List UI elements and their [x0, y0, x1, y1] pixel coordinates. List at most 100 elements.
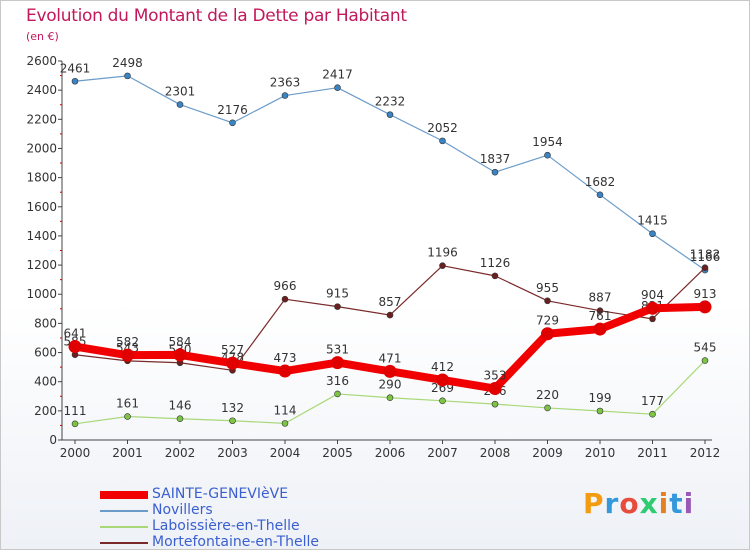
data-point-sainte-genevi-ve: [383, 364, 397, 378]
data-point-sainte-genevi-ve: [541, 327, 554, 341]
data-point-novillers: [649, 230, 656, 238]
x-tick-label: 2004: [270, 446, 301, 460]
data-point-laboissi-re-en-thelle: [281, 420, 289, 427]
data-point-laboissi-re-en-thelle: [229, 417, 236, 425]
data-point-mortefontaine-en-thelle: [649, 315, 656, 323]
legend-label: SAINTE-GENEVIèVE: [152, 486, 289, 502]
data-label-novillers: 2417: [322, 68, 353, 82]
data-point-novillers: [281, 92, 289, 99]
data-point-mortefontaine-en-thelle: [701, 264, 709, 272]
x-tick-label: 2010: [585, 446, 616, 460]
data-label-novillers: 2176: [217, 103, 248, 117]
x-tick-label: 2006: [375, 446, 406, 460]
data-label-novillers: 2301: [165, 85, 196, 99]
data-point-novillers: [596, 191, 604, 199]
data-label-sainte-genevi-ve: 412: [431, 360, 454, 374]
data-point-sainte-genevi-ve: [593, 322, 607, 336]
y-tick-label: 600: [34, 346, 57, 360]
x-tick-label: 2012: [690, 446, 721, 460]
data-point-mortefontaine-en-thelle: [439, 262, 446, 269]
data-point-sainte-genevi-ve: [698, 300, 712, 314]
data-point-sainte-genevi-ve: [488, 382, 502, 396]
y-tick-label: 2000: [26, 141, 57, 155]
data-point-novillers: [544, 151, 551, 159]
data-label-sainte-genevi-ve: 729: [536, 314, 559, 328]
data-label-novillers: 2232: [375, 95, 406, 109]
data-label-sainte-genevi-ve: 904: [641, 288, 664, 302]
data-label-sainte-genevi-ve: 641: [64, 327, 87, 341]
data-label-novillers: 1837: [480, 152, 511, 166]
data-label-laboissi-re-en-thelle: 316: [326, 374, 349, 388]
x-tick-label: 2002: [165, 446, 196, 460]
y-tick-label: 1200: [26, 258, 57, 272]
data-label-novillers: 1415: [637, 214, 668, 228]
y-tick-label: 1800: [26, 171, 57, 185]
logo-letter: o: [619, 487, 640, 520]
data-point-laboissi-re-en-thelle: [386, 394, 394, 402]
data-label-laboissi-re-en-thelle: 199: [589, 391, 612, 405]
y-tick-label: 200: [34, 404, 57, 418]
x-tick-label: 2003: [217, 446, 248, 460]
data-point-laboissi-re-en-thelle: [596, 407, 604, 415]
x-tick-label: 2005: [322, 446, 353, 460]
y-tick-label: 0: [49, 433, 57, 447]
chart-title: Evolution du Montant de la Dette par Hab…: [26, 6, 407, 26]
data-label-laboissi-re-en-thelle: 146: [169, 399, 192, 413]
data-point-novillers: [71, 77, 79, 85]
legend-label: Novillers: [152, 502, 213, 518]
data-label-laboissi-re-en-thelle: 220: [536, 388, 559, 402]
data-label-sainte-genevi-ve: 913: [694, 287, 717, 301]
data-label-novillers: 2052: [427, 121, 458, 135]
data-label-mortefontaine-en-thelle: 955: [536, 281, 559, 295]
x-tick-label: 2000: [60, 446, 91, 460]
logo-letter: x: [639, 487, 659, 520]
y-tick-label: 400: [34, 375, 57, 389]
data-point-mortefontaine-en-thelle: [386, 311, 394, 319]
data-label-mortefontaine-en-thelle: 1126: [480, 256, 511, 270]
data-point-laboissi-re-en-thelle: [701, 357, 709, 364]
data-point-sainte-genevi-ve: [436, 373, 449, 387]
data-label-mortefontaine-en-thelle: 1196: [427, 246, 458, 260]
legend-label: Laboissière-en-Thelle: [152, 518, 300, 534]
data-point-laboissi-re-en-thelle: [334, 390, 341, 398]
data-point-laboissi-re-en-thelle: [71, 420, 79, 428]
data-point-laboissi-re-en-thelle: [176, 415, 184, 423]
y-tick-label: 1600: [26, 200, 57, 214]
data-label-sainte-genevi-ve: 582: [116, 335, 139, 349]
data-label-laboissi-re-en-thelle: 111: [64, 404, 87, 418]
data-label-sainte-genevi-ve: 584: [169, 335, 192, 349]
data-label-sainte-genevi-ve: 527: [221, 343, 244, 357]
logo-letter: t: [669, 487, 684, 520]
data-point-novillers: [176, 101, 184, 108]
data-point-laboissi-re-en-thelle: [544, 404, 551, 412]
data-label-laboissi-re-en-thelle: 290: [379, 378, 402, 392]
data-label-laboissi-re-en-thelle: 177: [641, 394, 664, 408]
x-tick-label: 2001: [112, 446, 143, 460]
data-label-sainte-genevi-ve: 761: [589, 309, 612, 323]
data-point-sainte-genevi-ve: [68, 340, 82, 354]
data-label-novillers: 1166: [690, 250, 721, 264]
data-label-novillers: 2461: [60, 61, 91, 75]
data-point-sainte-genevi-ve: [121, 348, 134, 362]
data-label-sainte-genevi-ve: 353: [484, 369, 507, 383]
data-point-sainte-genevi-ve: [173, 348, 187, 362]
y-tick-label: 1000: [26, 287, 57, 301]
data-point-novillers: [491, 168, 499, 176]
legend-swatch: [100, 510, 148, 512]
data-label-mortefontaine-en-thelle: 915: [326, 287, 349, 301]
data-label-novillers: 2363: [270, 76, 301, 90]
x-tick-label: 2008: [480, 446, 511, 460]
legend-swatch: [100, 491, 148, 499]
data-point-mortefontaine-en-thelle: [491, 272, 499, 280]
data-label-mortefontaine-en-thelle: 1182: [690, 248, 721, 262]
data-label-laboissi-re-en-thelle: 545: [694, 341, 717, 355]
logo-letter: r: [604, 487, 620, 520]
data-point-sainte-genevi-ve: [278, 364, 292, 378]
data-label-laboissi-re-en-thelle: 132: [221, 401, 244, 415]
y-tick-label: 1400: [26, 229, 57, 243]
data-label-mortefontaine-en-thelle: 887: [589, 291, 612, 305]
x-tick-label: 2011: [637, 446, 668, 460]
data-label-mortefontaine-en-thelle: 857: [379, 295, 402, 309]
data-point-laboissi-re-en-thelle: [124, 413, 131, 420]
data-label-sainte-genevi-ve: 473: [274, 351, 297, 365]
